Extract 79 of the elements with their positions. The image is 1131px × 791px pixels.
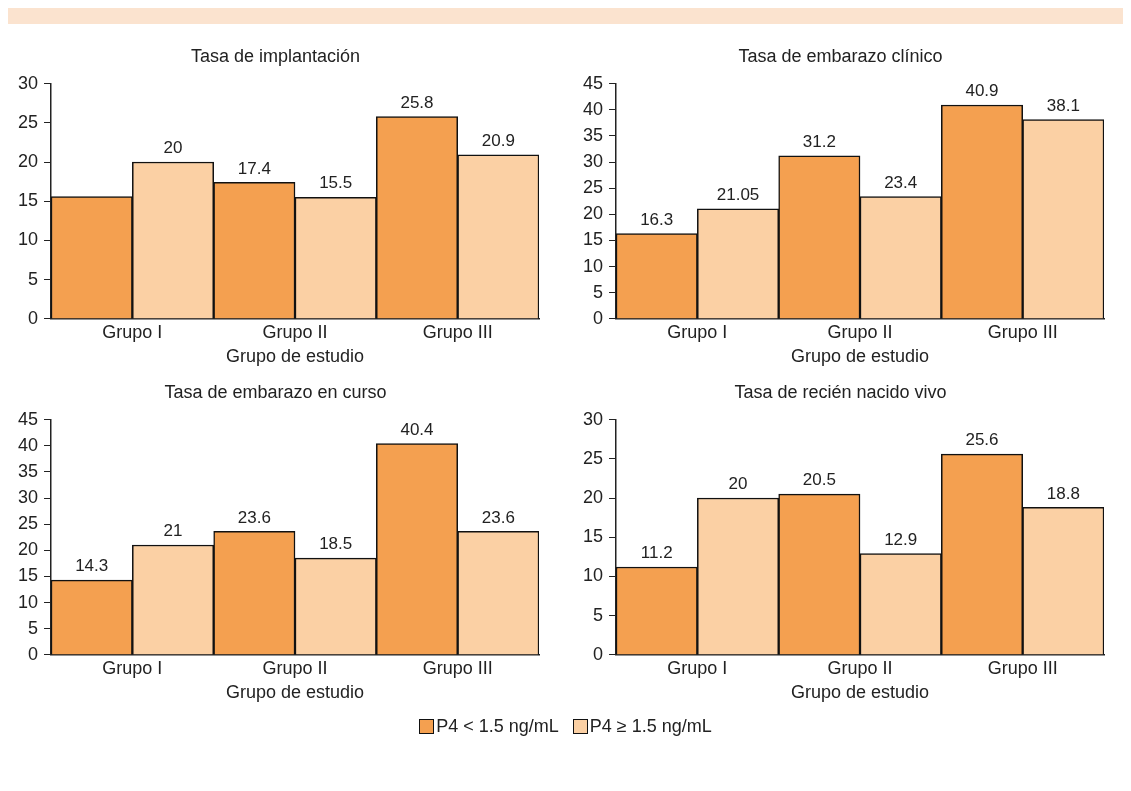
y-tick-label: 5 — [593, 604, 604, 625]
data-label: 23.4 — [884, 172, 918, 192]
data-label: 20.5 — [802, 470, 836, 490]
y-tick-label: 10 — [17, 229, 39, 250]
y-tick-label: 30 — [17, 72, 39, 93]
x-axis-title: Grupo de estudio — [790, 346, 930, 367]
data-label: 20 — [163, 138, 183, 158]
data-label: 18.8 — [1046, 483, 1080, 503]
chart-title: Tasa de implantación — [190, 45, 361, 66]
y-tick-label: 20 — [17, 150, 39, 171]
x-tick-label: Grupo II — [262, 321, 328, 342]
data-label: 40.9 — [965, 81, 999, 101]
data-label: 20.9 — [481, 131, 515, 151]
y-tick-label: 25 — [17, 513, 39, 534]
data-label: 21 — [163, 521, 183, 541]
data-label: 38.1 — [1046, 95, 1080, 115]
x-axis-title: Grupo de estudio — [225, 346, 365, 367]
x-tick-label: Grupo III — [987, 321, 1058, 342]
data-label: 15.5 — [319, 173, 353, 193]
y-tick-label: 10 — [582, 565, 604, 586]
data-label: 25.6 — [965, 430, 999, 450]
x-tick-label: Grupo I — [102, 657, 163, 678]
y-tick-label: 30 — [582, 150, 604, 171]
y-tick-label: 35 — [17, 460, 39, 481]
x-tick-label: Grupo II — [827, 321, 893, 342]
data-label: 12.9 — [884, 529, 918, 549]
x-tick-label: Grupo I — [667, 321, 728, 342]
x-axis-title: Grupo de estudio — [790, 682, 930, 703]
x-tick-label: Grupo II — [262, 657, 328, 678]
y-tick-label: 20 — [582, 486, 604, 507]
data-label: 23.6 — [237, 507, 271, 527]
y-tick-label: 0 — [593, 307, 604, 328]
data-label: 31.2 — [802, 131, 836, 151]
y-tick-label: 15 — [17, 190, 39, 211]
y-tick-label: 0 — [28, 643, 39, 664]
legend-label: P4 ≥ 1.5 ng/mL — [589, 716, 712, 737]
data-label: 40.4 — [400, 419, 434, 439]
data-label: 16.3 — [640, 209, 674, 229]
y-tick-label: 30 — [582, 408, 604, 429]
y-tick-label: 15 — [17, 565, 39, 586]
x-tick-label: Grupo III — [987, 657, 1058, 678]
x-tick-label: Grupo I — [667, 657, 728, 678]
y-tick-label: 0 — [593, 643, 604, 664]
data-label: 11.2 — [640, 543, 673, 563]
y-tick-label: 5 — [28, 268, 39, 289]
y-tick-label: 20 — [17, 539, 39, 560]
chart-title: Tasa de embarazo en curso — [164, 381, 387, 402]
x-tick-label: Grupo II — [827, 657, 893, 678]
data-label: 20 — [728, 474, 748, 494]
x-tick-label: Grupo III — [422, 321, 493, 342]
y-tick-label: 30 — [17, 486, 39, 507]
x-axis-title: Grupo de estudio — [225, 682, 365, 703]
y-tick-label: 45 — [582, 72, 604, 93]
chart-title: Tasa de recién nacido vivo — [734, 381, 947, 402]
y-tick-label: 5 — [28, 617, 39, 638]
y-tick-label: 15 — [582, 526, 604, 547]
y-tick-label: 10 — [582, 255, 604, 276]
y-tick-label: 20 — [582, 203, 604, 224]
y-tick-label: 5 — [593, 281, 604, 302]
legend-label: P4 < 1.5 ng/mL — [436, 716, 559, 737]
x-tick-label: Grupo I — [102, 321, 163, 342]
y-tick-label: 25 — [582, 177, 604, 198]
y-tick-label: 45 — [17, 408, 39, 429]
data-label: 18.5 — [319, 534, 353, 554]
y-tick-label: 0 — [28, 307, 39, 328]
data-label: 21.05 — [716, 184, 760, 204]
y-tick-label: 25 — [17, 111, 39, 132]
y-tick-label: 40 — [17, 434, 39, 455]
x-tick-label: Grupo III — [422, 657, 493, 678]
y-tick-label: 10 — [17, 591, 39, 612]
y-tick-label: 25 — [582, 447, 604, 468]
data-label: 14.3 — [75, 556, 109, 576]
data-label: 23.6 — [481, 507, 515, 527]
chart-title: Tasa de embarazo clínico — [738, 45, 943, 66]
data-label: 17.4 — [237, 158, 271, 178]
y-tick-label: 40 — [582, 98, 604, 119]
data-label: 25.8 — [400, 92, 434, 112]
y-tick-label: 35 — [582, 124, 604, 145]
y-tick-label: 15 — [582, 229, 604, 250]
